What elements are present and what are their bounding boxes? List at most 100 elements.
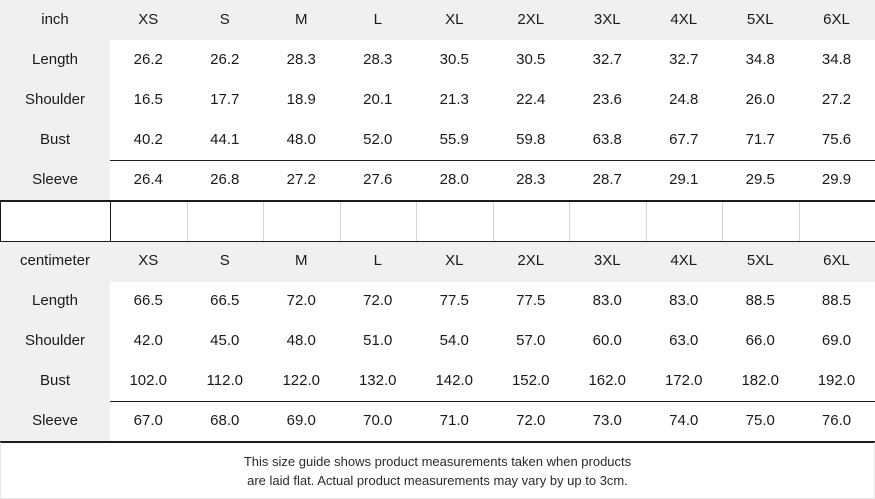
measure-cell: 28.3 — [493, 160, 570, 200]
measure-cell: 24.8 — [646, 80, 723, 120]
measure-cell: 48.0 — [263, 322, 340, 362]
row-label-length: Length — [0, 40, 110, 80]
spacer-cell — [187, 201, 264, 241]
row-label-sleeve: Sleeve — [0, 402, 110, 442]
row-label-shoulder: Shoulder — [0, 80, 110, 120]
measure-cell: 73.0 — [569, 402, 646, 442]
measure-cell: 48.0 — [263, 120, 340, 160]
table-row: Length 66.5 66.5 72.0 72.0 77.5 77.5 83.… — [0, 282, 875, 322]
size-header-m: M — [263, 0, 340, 40]
measure-cell: 28.3 — [340, 40, 417, 80]
measure-cell: 30.5 — [416, 40, 493, 80]
measure-cell: 32.7 — [569, 40, 646, 80]
size-header-5xl: 5XL — [722, 242, 799, 282]
measure-cell: 122.0 — [263, 362, 340, 402]
measure-cell: 72.0 — [493, 402, 570, 442]
measure-cell: 32.7 — [646, 40, 723, 80]
measure-cell: 23.6 — [569, 80, 646, 120]
measure-cell: 77.5 — [416, 282, 493, 322]
table-spacer-row — [0, 201, 875, 242]
measure-cell: 88.5 — [722, 282, 799, 322]
size-header-s: S — [187, 242, 264, 282]
measure-cell: 71.7 — [722, 120, 799, 160]
spacer-cell — [799, 201, 875, 241]
measure-cell: 26.2 — [187, 40, 264, 80]
measure-cell: 57.0 — [493, 322, 570, 362]
size-header-6xl: 6XL — [799, 0, 875, 40]
size-header-l: L — [340, 0, 417, 40]
unit-label-centimeter: centimeter — [0, 242, 110, 282]
size-header-xs: XS — [110, 0, 187, 40]
size-header-xs: XS — [110, 242, 187, 282]
measure-cell: 26.4 — [110, 160, 187, 200]
size-guide-disclaimer: This size guide shows product measuremen… — [0, 442, 875, 499]
spacer-cell — [417, 201, 494, 241]
measure-cell: 29.5 — [722, 160, 799, 200]
table-header-row: centimeter XS S M L XL 2XL 3XL 4XL 5XL 6… — [0, 242, 875, 282]
measure-cell: 83.0 — [569, 282, 646, 322]
size-header-2xl: 2XL — [493, 0, 570, 40]
measure-cell: 67.0 — [110, 402, 187, 442]
spacer-cell — [493, 201, 570, 241]
measure-cell: 16.5 — [110, 80, 187, 120]
measure-cell: 66.5 — [110, 282, 187, 322]
disclaimer-line-1: This size guide shows product measuremen… — [244, 452, 631, 471]
measure-cell: 66.0 — [722, 322, 799, 362]
size-header-s: S — [187, 0, 264, 40]
measure-cell: 63.0 — [646, 322, 723, 362]
row-label-shoulder: Shoulder — [0, 322, 110, 362]
spacer-cell — [570, 201, 647, 241]
measure-cell: 34.8 — [722, 40, 799, 80]
measure-cell: 29.9 — [799, 160, 875, 200]
spacer-cell — [723, 201, 800, 241]
size-header-l: L — [340, 242, 417, 282]
measure-cell: 112.0 — [187, 362, 264, 402]
table-row: Sleeve 67.0 68.0 69.0 70.0 71.0 72.0 73.… — [0, 402, 875, 442]
measure-cell: 45.0 — [187, 322, 264, 362]
size-header-xl: XL — [416, 242, 493, 282]
spacer-cell — [264, 201, 341, 241]
measure-cell: 29.1 — [646, 160, 723, 200]
measure-cell: 18.9 — [263, 80, 340, 120]
measure-cell: 22.4 — [493, 80, 570, 120]
table-row: Bust 40.2 44.1 48.0 52.0 55.9 59.8 63.8 … — [0, 120, 875, 160]
measure-cell: 60.0 — [569, 322, 646, 362]
table-header-row: inch XS S M L XL 2XL 3XL 4XL 5XL 6XL — [0, 0, 875, 40]
measure-cell: 52.0 — [340, 120, 417, 160]
measure-cell: 26.0 — [722, 80, 799, 120]
measure-cell: 27.2 — [263, 160, 340, 200]
measure-cell: 69.0 — [799, 322, 875, 362]
measure-cell: 75.6 — [799, 120, 875, 160]
measure-cell: 102.0 — [110, 362, 187, 402]
size-table-inch: inch XS S M L XL 2XL 3XL 4XL 5XL 6XL Len… — [0, 0, 875, 201]
measure-cell: 72.0 — [340, 282, 417, 322]
measure-cell: 72.0 — [263, 282, 340, 322]
measure-cell: 40.2 — [110, 120, 187, 160]
table-row: Sleeve 26.4 26.8 27.2 27.6 28.0 28.3 28.… — [0, 160, 875, 200]
measure-cell: 28.3 — [263, 40, 340, 80]
measure-cell: 75.0 — [722, 402, 799, 442]
measure-cell: 68.0 — [187, 402, 264, 442]
measure-cell: 152.0 — [493, 362, 570, 402]
measure-cell: 28.7 — [569, 160, 646, 200]
measure-cell: 69.0 — [263, 402, 340, 442]
size-header-xl: XL — [416, 0, 493, 40]
size-header-6xl: 6XL — [799, 242, 875, 282]
table-row: Bust 102.0 112.0 122.0 132.0 142.0 152.0… — [0, 362, 875, 402]
size-table-centimeter: centimeter XS S M L XL 2XL 3XL 4XL 5XL 6… — [0, 242, 875, 443]
measure-cell: 27.6 — [340, 160, 417, 200]
measure-cell: 71.0 — [416, 402, 493, 442]
row-label-sleeve: Sleeve — [0, 160, 110, 200]
measure-cell: 44.1 — [187, 120, 264, 160]
measure-cell: 59.8 — [493, 120, 570, 160]
spacer-cell — [111, 201, 188, 241]
measure-cell: 30.5 — [493, 40, 570, 80]
measure-cell: 77.5 — [493, 282, 570, 322]
table-row: Shoulder 42.0 45.0 48.0 51.0 54.0 57.0 6… — [0, 322, 875, 362]
disclaimer-line-2: are laid flat. Actual product measuremen… — [247, 471, 628, 490]
size-header-4xl: 4XL — [646, 0, 723, 40]
measure-cell: 51.0 — [340, 322, 417, 362]
measure-cell: 83.0 — [646, 282, 723, 322]
size-header-m: M — [263, 242, 340, 282]
